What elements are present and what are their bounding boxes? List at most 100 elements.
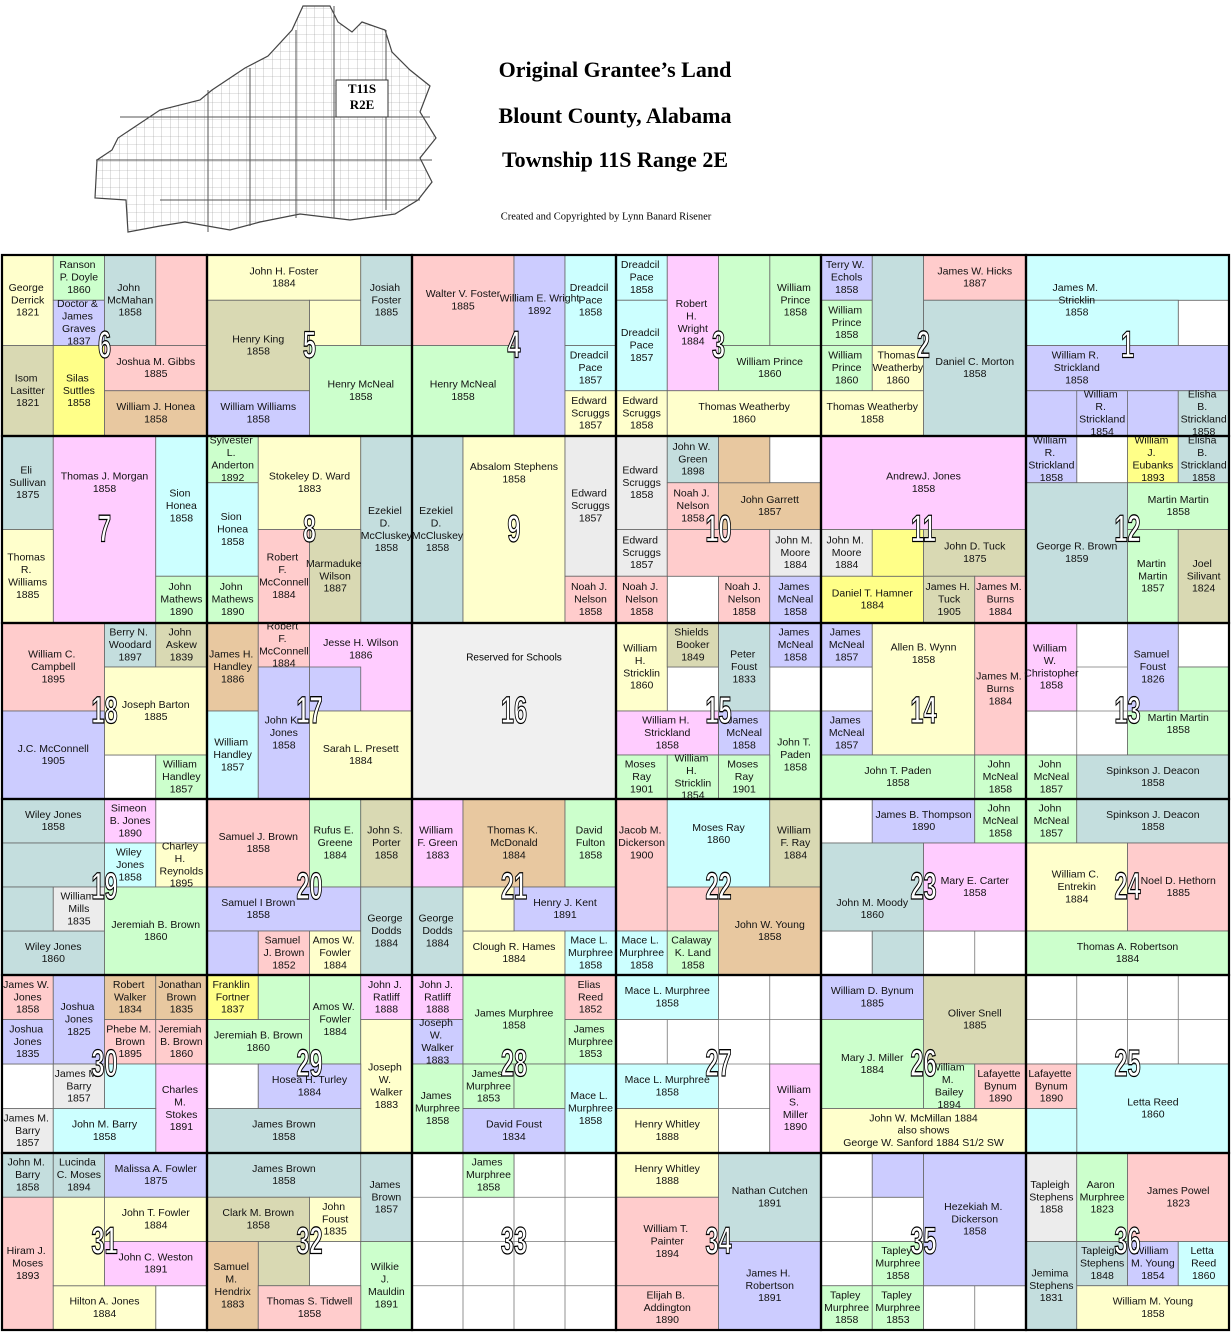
owner-name: Robert F. McConnell <box>259 620 309 657</box>
owner-name: John T. Paden <box>864 765 931 777</box>
owner-name: Elisha B. Strickland <box>1181 434 1227 471</box>
grant-year: 1860 <box>1141 1109 1165 1121</box>
grant-year: 1901 <box>630 783 654 795</box>
owner-name: Sylvester L. Anderton <box>210 434 256 471</box>
owner-name: Simeon B. Jones <box>110 802 151 827</box>
owner-name: John H. Foster <box>249 265 318 277</box>
owner-name: Daniel T. Hamner <box>832 587 913 599</box>
owner-name: Jonathan Brown <box>158 979 204 1004</box>
owner-name: William R. Strickland <box>1028 434 1074 471</box>
owner-name: James M. Barry <box>3 1112 51 1137</box>
parcel <box>411 886 464 976</box>
owner-name: Shields Booker <box>674 626 711 651</box>
owner-name: James Murphree <box>568 1023 613 1048</box>
owner-name: Tapleigh Stephens <box>1080 1245 1124 1270</box>
owner-name: Absalom Stephens <box>470 461 558 473</box>
section-number: 2 <box>917 323 930 366</box>
parcel <box>718 345 822 392</box>
grant-year: 1852 <box>272 959 296 971</box>
parcel <box>718 1241 822 1331</box>
parcel <box>820 390 924 437</box>
section-number: 21 <box>501 864 527 907</box>
inset-map: T11S R2E <box>94 5 437 233</box>
parcel <box>104 842 157 888</box>
grant-year: 1858 <box>93 483 117 495</box>
grant-year: 1857 <box>579 420 603 432</box>
parcel <box>1 798 105 844</box>
owner-name: William W. Christopher <box>1024 642 1079 679</box>
owner-name: Joshua M. Gibbs <box>116 356 195 368</box>
grant-year: 1860 <box>170 1048 194 1060</box>
grant-year: 1884 <box>93 1308 117 1320</box>
grant-year: 1884 <box>323 849 347 861</box>
grant-year: 1858 <box>835 1314 859 1326</box>
parcel <box>718 886 822 976</box>
parcel <box>52 1108 157 1154</box>
parcel <box>615 710 719 756</box>
grant-year: 1890 <box>989 1093 1013 1105</box>
parcel <box>769 710 822 800</box>
owner-name: John J. Ratliff <box>419 979 456 1004</box>
grant-year: 1858 <box>579 849 603 861</box>
owner-name: John W. Green <box>672 441 713 466</box>
grant-year: 1857 <box>1141 583 1165 595</box>
owner-name: Dreadcil Pace <box>570 282 611 307</box>
section-number: 4 <box>507 323 520 366</box>
parcel <box>155 974 208 1020</box>
owner-name: Lafayette Bynum <box>977 1068 1023 1093</box>
owner-name: Robert F. McConnell <box>259 551 309 588</box>
owner-name: Samuel J. Brown <box>263 934 304 959</box>
grant-year: 1859 <box>1065 553 1089 565</box>
grant-year: 1857 <box>16 1137 40 1149</box>
owner-name: Franklin Fortner <box>212 979 252 1004</box>
owner-name: James Murphree <box>415 1090 460 1115</box>
grant-year: 1858 <box>93 1131 117 1143</box>
owner-name: John Mathews <box>212 581 254 606</box>
owner-name: David Foust <box>486 1118 542 1130</box>
parcel <box>462 974 566 1065</box>
section-number: 18 <box>91 688 117 731</box>
grant-year: 1883 <box>298 483 322 495</box>
grant-year: 1858 <box>630 489 654 501</box>
grant-year: 1858 <box>886 777 910 789</box>
parcel <box>1 710 105 800</box>
parcel <box>871 930 924 976</box>
grant-year: 1857 <box>758 506 782 518</box>
grant-year: 1860 <box>732 413 756 425</box>
owner-name: Thomas Weatherby <box>873 349 924 374</box>
owner-name: Henry Whitley <box>635 1163 701 1175</box>
parcel <box>1 622 105 712</box>
parcel <box>411 345 515 437</box>
owner-name: Martin Martin <box>1148 494 1209 506</box>
owner-name: James M. Burns <box>976 581 1024 606</box>
parcel <box>206 798 310 888</box>
parcel <box>615 798 668 932</box>
owner-name: Wiley Jones <box>25 809 82 821</box>
parcel <box>1076 754 1230 800</box>
grant-year: 1883 <box>426 849 450 861</box>
parcel <box>1 886 54 932</box>
grant-year: 1890 <box>221 606 245 618</box>
owner-name: Hosea H. Turley <box>272 1074 348 1086</box>
owner-name: Ranson P. Doyle <box>59 259 98 284</box>
grant-year: 1887 <box>963 278 987 290</box>
grant-year: 1858 <box>221 536 245 548</box>
parcel <box>104 1019 157 1065</box>
grant-year: 1857 <box>579 374 603 386</box>
grant-year: 1883 <box>375 1099 399 1111</box>
parcel <box>564 1019 617 1065</box>
owner-name: J.C. McConnell <box>18 743 89 755</box>
grant-year: 1860 <box>835 374 859 386</box>
parcel <box>1127 1152 1230 1242</box>
grant-year: 1875 <box>963 553 987 565</box>
owner-name: Joshua Jones <box>60 1001 97 1026</box>
owner-name: Sion Honea <box>217 511 248 536</box>
grant-year: 1858 <box>784 606 808 618</box>
grant-year: 1858 <box>835 284 859 296</box>
grant-year: 1858 <box>426 542 450 554</box>
section-bg <box>412 623 616 799</box>
parcel <box>974 1063 1027 1109</box>
owner-name: John C. Weston <box>118 1251 193 1263</box>
parcel <box>718 754 771 800</box>
owner-name: John W. McMillan 1884 <box>869 1112 978 1124</box>
